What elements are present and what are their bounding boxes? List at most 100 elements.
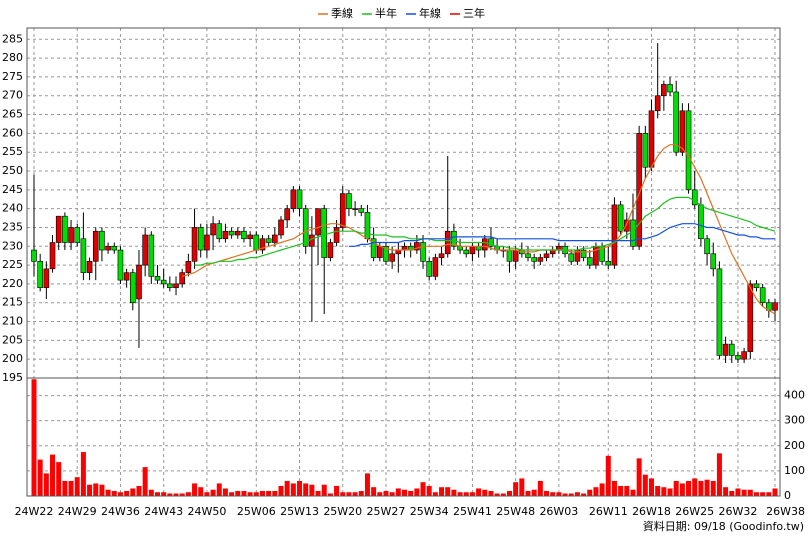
volume-bar bbox=[334, 485, 340, 496]
y-tick-label: 195 bbox=[2, 371, 23, 384]
volume-bar bbox=[216, 483, 222, 496]
y-tick-label: 220 bbox=[2, 277, 23, 290]
volume-bar bbox=[371, 487, 377, 496]
y-tick-label: 210 bbox=[2, 315, 23, 328]
plot-area bbox=[27, 28, 780, 496]
volume-bar bbox=[130, 488, 136, 496]
candle-body bbox=[142, 234, 148, 266]
candle-body bbox=[426, 261, 433, 277]
volume-bar bbox=[618, 485, 624, 496]
volume-bar bbox=[463, 492, 469, 496]
volume-bar bbox=[136, 485, 142, 496]
volume-bar bbox=[210, 489, 216, 496]
candle-body bbox=[772, 302, 778, 311]
volume-bar bbox=[56, 462, 62, 496]
candle-body bbox=[673, 91, 680, 153]
x-tick-label: 26W03 bbox=[539, 505, 578, 518]
volume-bar bbox=[290, 483, 296, 496]
volume-bar bbox=[673, 480, 679, 496]
volume-bar bbox=[500, 493, 506, 496]
candle-body bbox=[698, 204, 704, 240]
volume-bar bbox=[111, 490, 117, 496]
candle-body bbox=[661, 84, 667, 97]
candle-body bbox=[488, 238, 494, 247]
volume-bar bbox=[364, 473, 370, 496]
volume-bar bbox=[556, 492, 562, 496]
candle-body bbox=[735, 355, 741, 360]
candle-body bbox=[531, 257, 537, 262]
volume-bar bbox=[723, 487, 729, 496]
candle-body bbox=[352, 208, 358, 210]
x-tick-label: 26W38 bbox=[766, 505, 805, 518]
volume-bar bbox=[747, 489, 753, 496]
volume-bar bbox=[741, 489, 747, 496]
volume-bar bbox=[389, 492, 395, 496]
legend-label: 三年 bbox=[463, 6, 485, 20]
x-tick-label: 26W11 bbox=[589, 505, 628, 518]
ma-line bbox=[348, 223, 775, 247]
x-tick-label: 24W50 bbox=[187, 505, 226, 518]
volume-bar bbox=[710, 480, 716, 496]
volume-bar bbox=[297, 480, 303, 496]
volume-bar bbox=[581, 493, 587, 496]
y-tick-label: 245 bbox=[2, 183, 23, 196]
y-tick-label: 235 bbox=[2, 220, 23, 233]
volume-bar bbox=[766, 492, 772, 496]
x-tick-label: 25W13 bbox=[280, 505, 319, 518]
x-tick-label: 25W41 bbox=[453, 505, 492, 518]
y-tick-label: 215 bbox=[2, 296, 23, 309]
volume-bar bbox=[562, 493, 568, 496]
volume-bar bbox=[247, 492, 253, 496]
volume-bar bbox=[327, 493, 333, 496]
candle-body bbox=[62, 215, 68, 243]
volume-bar bbox=[222, 488, 228, 496]
volume-bar bbox=[574, 492, 580, 496]
candle-body bbox=[623, 219, 630, 232]
x-tick-label: 25W20 bbox=[323, 505, 362, 518]
candle-body bbox=[339, 193, 346, 228]
y-tick-label: 250 bbox=[2, 164, 23, 177]
candle-body bbox=[92, 230, 99, 262]
volume-bar bbox=[469, 492, 475, 496]
volume-bar bbox=[488, 490, 494, 496]
candle-body bbox=[543, 253, 550, 258]
y-tick-label: 240 bbox=[2, 202, 23, 215]
candle-body bbox=[481, 238, 488, 251]
y2-tick-label: 100 bbox=[784, 464, 805, 477]
candle-body bbox=[642, 133, 649, 168]
candle-body bbox=[309, 234, 315, 247]
y-tick-label: 230 bbox=[2, 239, 23, 252]
volume-bar bbox=[704, 479, 710, 496]
y2-tick-label: 200 bbox=[784, 439, 805, 452]
candle-body bbox=[302, 208, 309, 247]
volume-bar bbox=[80, 452, 86, 496]
candle-body bbox=[759, 287, 766, 304]
plot-border bbox=[26, 27, 781, 497]
volume-bar bbox=[167, 493, 173, 496]
volume-bar bbox=[414, 488, 420, 496]
candle-body bbox=[414, 242, 420, 251]
candle-body bbox=[74, 227, 81, 243]
candle-body bbox=[753, 283, 760, 288]
candle-body bbox=[111, 245, 118, 251]
volume-bar bbox=[537, 480, 543, 496]
volume-bar bbox=[544, 490, 550, 496]
candle-body bbox=[321, 208, 328, 258]
candle-body bbox=[222, 230, 229, 240]
candle-body bbox=[253, 234, 260, 251]
x-tick-label: 24W36 bbox=[101, 505, 140, 518]
x-tick-label: 25W34 bbox=[410, 505, 449, 518]
volume-bar bbox=[395, 488, 401, 496]
volume-bar bbox=[185, 492, 191, 496]
volume-bar bbox=[655, 485, 661, 496]
volume-bar bbox=[624, 485, 630, 496]
candle-body bbox=[31, 249, 37, 262]
volume-bar bbox=[716, 453, 722, 496]
candle-body bbox=[278, 219, 284, 236]
candle-body bbox=[247, 234, 253, 240]
candle-body bbox=[395, 249, 402, 255]
volume-bar bbox=[506, 490, 512, 496]
candle-body bbox=[648, 110, 655, 168]
candle-body bbox=[346, 193, 352, 209]
